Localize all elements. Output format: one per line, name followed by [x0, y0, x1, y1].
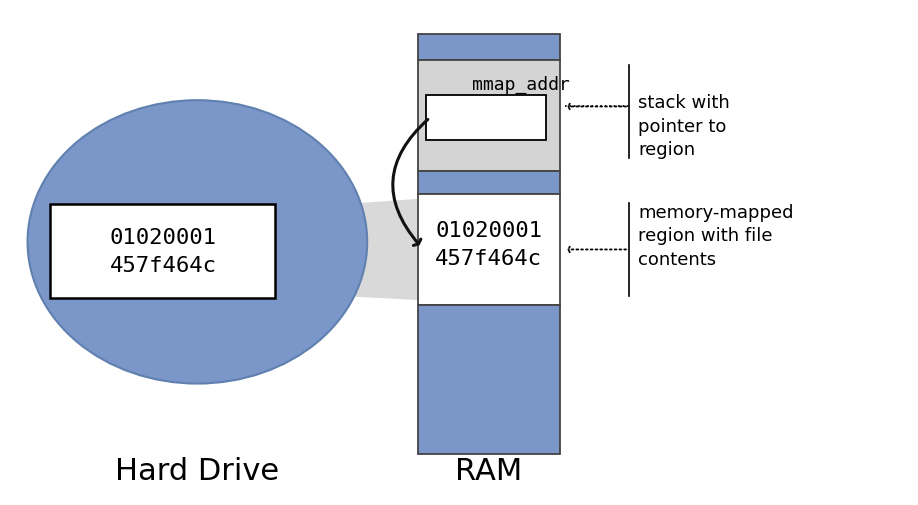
Ellipse shape	[28, 101, 367, 384]
Text: 01020001
457f464c: 01020001 457f464c	[435, 221, 543, 269]
Bar	[50, 205, 275, 298]
Bar	[418, 306, 560, 454]
Polygon shape	[275, 199, 418, 300]
Bar	[418, 172, 560, 194]
Bar	[418, 61, 560, 172]
Text: RAM: RAM	[455, 456, 522, 485]
Text: Hard Drive: Hard Drive	[116, 456, 279, 485]
Text: stack with
pointer to
region: stack with pointer to region	[638, 94, 730, 159]
Text: memory-mapped
region with file
contents: memory-mapped region with file contents	[638, 204, 793, 268]
Bar	[418, 194, 560, 306]
Text: 01020001
457f464c: 01020001 457f464c	[109, 227, 217, 275]
Text: mmap_addr: mmap_addr	[472, 76, 570, 94]
Bar	[418, 35, 560, 61]
Bar	[426, 96, 545, 140]
